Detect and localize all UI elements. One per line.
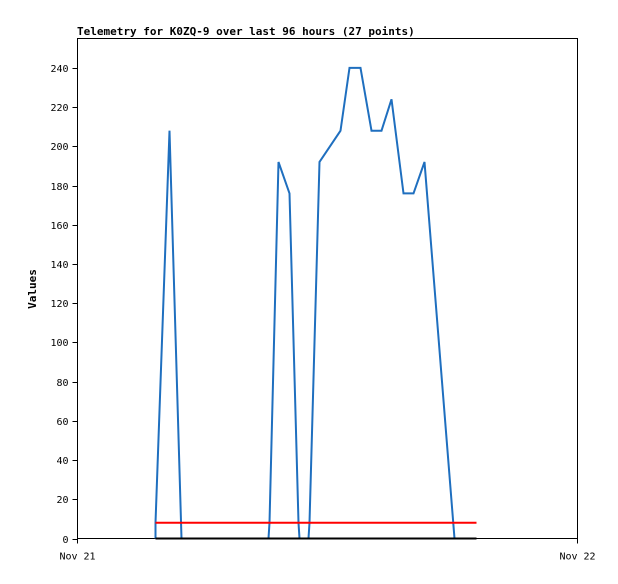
y-tick-label: 0 <box>62 535 68 546</box>
chart-title: Telemetry for K0ZQ-9 over last 96 hours … <box>77 25 415 38</box>
y-tick-label: 100 <box>50 338 68 349</box>
y-tick-label: 160 <box>50 221 68 232</box>
y-tick-label: 20 <box>56 495 68 506</box>
y-tick-label: 240 <box>50 64 68 75</box>
y-axis-ticks: 0 20 40 60 80 100 120 140 160 180 200 220 240 <box>50 64 78 546</box>
x-axis-ticks: Nov 21 Nov 22 <box>59 538 596 563</box>
y-axis-label: Values <box>26 269 39 309</box>
plot-area-frame <box>77 38 578 539</box>
y-tick-label: 220 <box>50 103 68 114</box>
y-tick-label: 60 <box>56 417 68 428</box>
y-tick-label: 40 <box>56 456 68 467</box>
y-tick-label: 180 <box>50 182 68 193</box>
series-line-1 <box>154 66 456 540</box>
y-tick-label: 140 <box>50 260 68 271</box>
data-series <box>154 66 477 540</box>
y-tick-label: 80 <box>56 378 68 389</box>
y-tick-label: 120 <box>50 299 68 310</box>
x-tick-label: Nov 22 <box>559 552 595 563</box>
x-tick-label: Nov 21 <box>59 552 95 563</box>
y-tick-label: 200 <box>50 142 68 153</box>
